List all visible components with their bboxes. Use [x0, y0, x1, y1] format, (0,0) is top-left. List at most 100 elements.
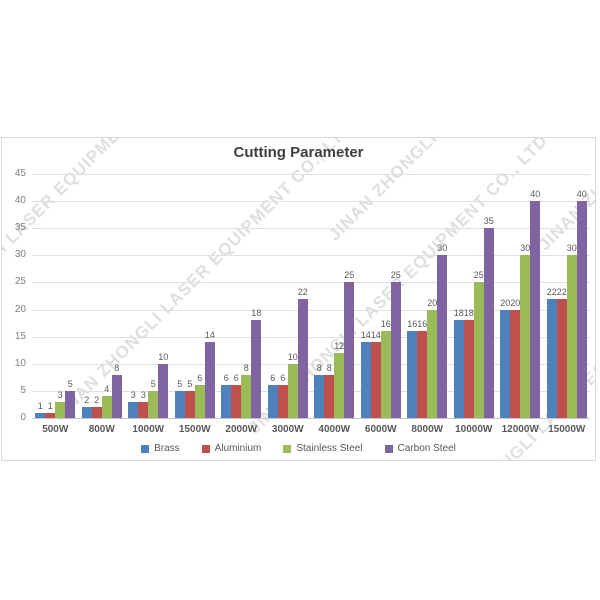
gridline [32, 418, 590, 419]
bar-brass: 22 [547, 287, 557, 418]
legend: Brass Aluminium Stainless Steel Carbon Stee… [2, 443, 595, 454]
chart-panel: JINAN ZHONGLI LASER EQUIPMENT CO., LTDJI… [1, 137, 596, 461]
x-axis-category-label: 2000W [225, 424, 258, 435]
bar-data-label: 20 [510, 297, 521, 308]
bar-group-15000w: 22 22 30 40 [544, 174, 591, 418]
bar-data-label: 16 [407, 319, 418, 330]
plot-area: 1 1 3 5 2 2 4 8 3 3 5 10 5 5 6 14 6 6 8 18 6 6 10 22 8 8 12 25 14 14 1… [32, 174, 590, 418]
bar-data-label: 4 [104, 384, 110, 395]
bar-stainless-steel: 20 [427, 298, 437, 418]
gridline [32, 363, 590, 365]
bar-stainless-steel: 25 [474, 270, 484, 418]
bar-carbon-steel: 18 [251, 308, 261, 418]
legend-item-aluminium: Aluminium [201, 443, 262, 454]
bar-data-label: 2 [94, 395, 100, 406]
bar-data-label: 20 [427, 297, 438, 308]
bar-stainless-steel: 30 [520, 243, 530, 418]
bar-group-4000w: 8 8 12 25 [311, 174, 358, 418]
bar-stainless-steel: 5 [148, 379, 159, 418]
y-axis-tick-label: 25 [14, 276, 26, 288]
bar-brass: 8 [314, 363, 325, 418]
bar-data-label: 22 [546, 286, 557, 297]
bar-data-label: 14 [204, 330, 215, 341]
bar-aluminium: 1 [45, 401, 56, 418]
bar-data-label: 14 [370, 330, 381, 341]
legend-swatch-icon [141, 444, 150, 453]
bar-data-label: 6 [233, 373, 239, 384]
bar-aluminium: 16 [417, 319, 427, 418]
bar-group-3000w: 6 6 10 22 [265, 174, 312, 418]
gridline [32, 390, 590, 392]
legend-swatch-icon [201, 444, 210, 453]
bar-stainless-steel: 10 [288, 352, 298, 418]
bar-group-6000w: 14 14 16 25 [358, 174, 405, 418]
bar-brass: 18 [454, 308, 464, 418]
bar-data-label: 40 [530, 189, 541, 200]
x-axis-category-label: 8000W [411, 424, 444, 435]
bar-aluminium: 20 [510, 298, 520, 418]
bar-data-label: 40 [576, 189, 587, 200]
bar-data-label: 18 [251, 308, 262, 319]
y-axis-tick-label: 15 [14, 330, 26, 342]
bar-group-12000w: 20 20 30 40 [497, 174, 544, 418]
bar-brass: 1 [35, 401, 46, 418]
y-axis-tick-label: 5 [20, 384, 26, 396]
x-axis-category-label: 4000W [318, 424, 351, 435]
bar-aluminium: 22 [557, 287, 567, 418]
x-axis-category-label: 500W [42, 424, 69, 435]
gridline [32, 282, 590, 284]
bar-stainless-steel: 8 [241, 363, 252, 418]
bar-aluminium: 14 [371, 330, 381, 418]
bar-carbon-steel: 30 [437, 243, 447, 418]
bar-data-label: 5 [187, 378, 193, 389]
bar-carbon-steel: 10 [158, 352, 168, 418]
bar-group-1000w: 3 3 5 10 [125, 174, 172, 418]
bar-data-label: 8 [114, 362, 120, 373]
bar-brass: 20 [500, 298, 510, 418]
bar-data-label: 14 [360, 330, 371, 341]
bar-aluminium: 8 [324, 363, 335, 418]
y-axis-tick-label: 0 [20, 412, 26, 423]
x-axis-category-label: 1000W [132, 424, 165, 435]
bar-data-label: 30 [520, 243, 531, 254]
bar-data-label: 35 [483, 216, 494, 227]
bar-data-label: 8 [243, 362, 249, 373]
legend-swatch-icon [384, 444, 393, 453]
bar-carbon-steel: 8 [111, 363, 122, 418]
legend-label: Aluminium [214, 443, 262, 454]
bar-group-2000w: 6 6 8 18 [218, 174, 265, 418]
bar-data-label: 25 [473, 270, 484, 281]
x-axis-category-label: 800W [88, 424, 115, 435]
bar-stainless-steel: 12 [334, 341, 344, 418]
y-axis-tick-label: 10 [14, 357, 26, 369]
bar-data-label: 5 [177, 378, 183, 389]
bar-aluminium: 18 [464, 308, 474, 418]
bar-carbon-steel: 14 [205, 330, 215, 418]
bar-carbon-steel: 25 [391, 270, 401, 418]
bar-brass: 2 [81, 395, 92, 418]
bar-brass: 16 [407, 319, 417, 418]
bar-data-label: 6 [223, 373, 229, 384]
bar-carbon-steel: 22 [298, 287, 308, 418]
bar-stainless-steel: 16 [381, 319, 391, 418]
y-axis-tick-label: 30 [14, 249, 26, 261]
bar-data-label: 16 [417, 319, 428, 330]
gridline [32, 228, 590, 230]
bar-data-label: 16 [380, 319, 391, 330]
x-axis-category-label: 6000W [364, 424, 397, 435]
bar-stainless-steel: 3 [55, 390, 66, 418]
bar-data-label: 25 [390, 270, 401, 281]
bar-aluminium: 2 [91, 395, 102, 418]
bar-data-label: 12 [334, 340, 345, 351]
legend-label: Brass [154, 443, 180, 454]
bar-data-label: 10 [158, 351, 169, 362]
gridline [32, 174, 590, 175]
bar-data-label: 5 [150, 378, 156, 389]
y-axis-tick-label: 35 [14, 222, 26, 234]
legend-item-stainless-steel: Stainless Steel [283, 443, 363, 454]
x-axis-category-label: 12000W [501, 424, 539, 435]
bar-carbon-steel: 35 [484, 216, 494, 418]
x-axis-category-label: 1500W [178, 424, 211, 435]
bar-data-label: 8 [316, 362, 322, 373]
